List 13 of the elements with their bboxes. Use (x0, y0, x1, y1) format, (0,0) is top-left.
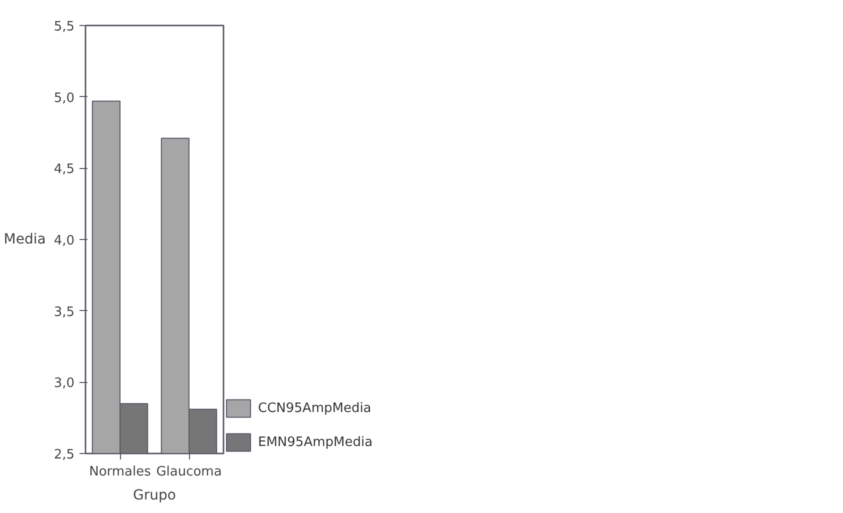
y-tick-label: 3,0 (54, 376, 75, 392)
y-tick-label: 2,5 (54, 448, 75, 462)
legend-label: EMN95AmpMedia (258, 434, 373, 450)
legend-label: CCN95AmpMedia (258, 400, 372, 416)
x-tick-label: Glaucoma (156, 464, 222, 480)
y-tick-label: 4,5 (54, 162, 75, 178)
x-axis-title: Grupo (133, 488, 176, 504)
x-tick-label: Normales (89, 464, 152, 480)
y-tick-label: 4,0 (54, 234, 75, 248)
y-tick-label: 3,5 (54, 304, 75, 320)
y-tick-label: 5,5 (54, 20, 75, 34)
y-axis-title: Media (4, 232, 46, 248)
y-tick-label: 5,0 (54, 90, 75, 106)
